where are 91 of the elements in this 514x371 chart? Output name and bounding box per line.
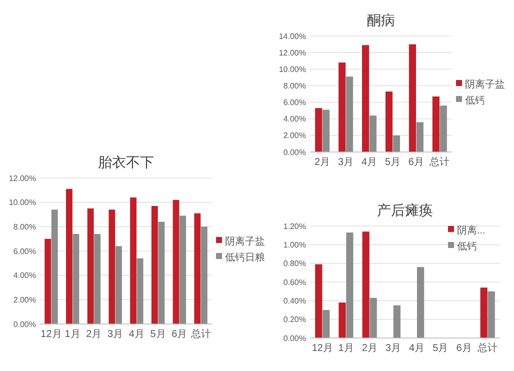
bar: [108, 210, 116, 324]
bar: [432, 96, 440, 152]
bar: [393, 305, 400, 338]
x-tick-label: 4月: [128, 329, 144, 340]
legend-label: 阴离子盐: [225, 236, 265, 248]
bar: [66, 188, 72, 324]
x-tick-label: 5月: [384, 157, 401, 168]
bar: [362, 232, 370, 338]
x-tick-label: 2月: [314, 157, 330, 168]
y-tick-label: 6.00%: [13, 246, 36, 256]
x-tick-label: 6月: [408, 157, 424, 168]
chart-title: 产后瘫痪: [377, 202, 433, 218]
y-tick-label: 2.00%: [283, 131, 306, 140]
bar: [480, 288, 488, 338]
bar: [136, 258, 144, 324]
bar: [200, 226, 208, 324]
bar: [385, 92, 393, 152]
y-tick-label: 4.00%: [283, 114, 306, 124]
x-tick-label: 5月: [150, 329, 166, 340]
bar: [130, 197, 137, 324]
bar: [440, 106, 447, 152]
legend-label: 低钙: [465, 96, 485, 106]
bar: [44, 238, 52, 324]
legend-label: 阴离...: [457, 224, 486, 236]
bar: [338, 62, 346, 152]
x-tick-label: 2月: [86, 329, 102, 340]
y-tick-label: 10.00%: [8, 198, 36, 208]
y-tick-label: 4.00%: [13, 271, 36, 280]
bar: [322, 110, 330, 152]
x-tick-label: 5月: [432, 343, 448, 354]
x-tick-label: 6月: [456, 343, 472, 354]
x-tick-label: 1月: [64, 329, 80, 340]
bar: [72, 234, 80, 324]
y-tick-label: 1.00%: [283, 240, 306, 250]
x-tick-label: 总计: [190, 328, 211, 340]
y-tick-label: 14.00%: [278, 32, 306, 41]
bar: [51, 210, 58, 324]
bar: [194, 213, 201, 324]
bar: [172, 200, 180, 324]
x-tick-label: 1月: [338, 343, 354, 354]
chart-title: 胎衣不下: [98, 154, 154, 170]
x-tick-label: 总计: [428, 156, 450, 168]
bar: [315, 264, 322, 338]
bar: [315, 108, 322, 152]
x-tick-label: 3月: [338, 157, 354, 168]
x-tick-label: 12月: [40, 329, 62, 340]
bar: [87, 208, 94, 324]
bar: [158, 222, 165, 324]
y-tick-label: 0.80%: [283, 259, 306, 268]
x-tick-label: 3月: [385, 343, 401, 354]
y-tick-label: 12.00%: [278, 48, 306, 58]
legend-label: 低钙日粮: [225, 252, 265, 264]
legend-label: 阴离子盐: [465, 78, 505, 90]
bar: [369, 116, 377, 152]
y-tick-label: 12.00%: [8, 174, 36, 183]
bar: [151, 206, 158, 324]
y-tick-label: 0.40%: [283, 296, 306, 306]
bar: [94, 234, 101, 324]
y-tick-label: 0.00%: [13, 320, 36, 329]
bar: [488, 291, 495, 338]
y-tick-label: 10.00%: [278, 64, 306, 74]
bar: [362, 45, 370, 152]
bar: [370, 298, 377, 338]
y-tick-label: 0.00%: [283, 334, 306, 343]
bar: [416, 122, 424, 152]
x-tick-label: 2月: [362, 343, 378, 354]
y-tick-label: 0.00%: [283, 148, 306, 157]
bar: [346, 232, 354, 338]
x-tick-label: 总计: [476, 342, 498, 354]
chart-title: 酮病: [367, 12, 395, 28]
bar: [392, 135, 400, 152]
bar: [416, 267, 424, 338]
bar: [180, 216, 186, 324]
x-tick-label: 3月: [108, 329, 124, 340]
bar: [338, 302, 346, 338]
y-tick-label: 8.00%: [283, 82, 306, 91]
bar: [346, 76, 354, 152]
x-tick-label: 4月: [409, 343, 425, 354]
y-tick-label: 6.00%: [283, 98, 306, 108]
x-tick-label: 4月: [361, 157, 378, 168]
x-tick-label: 6月: [172, 329, 188, 340]
y-tick-label: 0.20%: [283, 315, 306, 324]
bar: [408, 44, 416, 152]
y-tick-label: 0.60%: [283, 278, 306, 287]
legend-label: 低钙: [457, 242, 477, 252]
y-tick-label: 1.20%: [283, 222, 306, 231]
bar: [322, 310, 330, 338]
bar: [115, 246, 122, 324]
x-tick-label: 12月: [312, 343, 333, 354]
y-tick-label: 2.00%: [13, 295, 36, 304]
y-tick-label: 8.00%: [13, 222, 36, 232]
